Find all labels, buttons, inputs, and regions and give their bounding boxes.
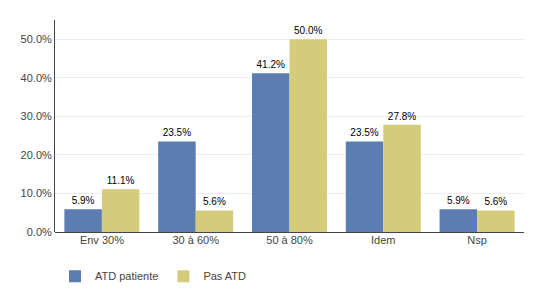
svg-text:40.0%: 40.0% bbox=[21, 72, 52, 84]
svg-text:30.0%: 30.0% bbox=[21, 110, 52, 122]
svg-text:Pas ATD: Pas ATD bbox=[203, 270, 246, 282]
svg-text:23.5%: 23.5% bbox=[350, 127, 378, 138]
svg-text:50.0%: 50.0% bbox=[294, 25, 322, 36]
svg-text:20.0%: 20.0% bbox=[21, 149, 52, 161]
svg-text:ATD patiente: ATD patiente bbox=[95, 270, 158, 282]
svg-text:30 à 60%: 30 à 60% bbox=[172, 234, 219, 246]
svg-text:50 à 80%: 50 à 80% bbox=[266, 234, 313, 246]
svg-text:5.6%: 5.6% bbox=[203, 196, 226, 207]
svg-text:5.9%: 5.9% bbox=[447, 195, 470, 206]
svg-text:11.1%: 11.1% bbox=[107, 175, 135, 186]
svg-text:27.8%: 27.8% bbox=[388, 111, 416, 122]
svg-text:Idem: Idem bbox=[371, 234, 395, 246]
svg-text:41.2%: 41.2% bbox=[257, 59, 285, 70]
svg-text:50.0%: 50.0% bbox=[21, 33, 52, 45]
svg-text:5.9%: 5.9% bbox=[72, 195, 95, 206]
svg-text:Env 30%: Env 30% bbox=[80, 234, 124, 246]
svg-text:23.5%: 23.5% bbox=[163, 127, 191, 138]
svg-text:0.0%: 0.0% bbox=[27, 226, 52, 238]
svg-text:10.0%: 10.0% bbox=[21, 187, 52, 199]
svg-text:5.6%: 5.6% bbox=[484, 196, 507, 207]
svg-text:Nsp: Nsp bbox=[467, 234, 487, 246]
